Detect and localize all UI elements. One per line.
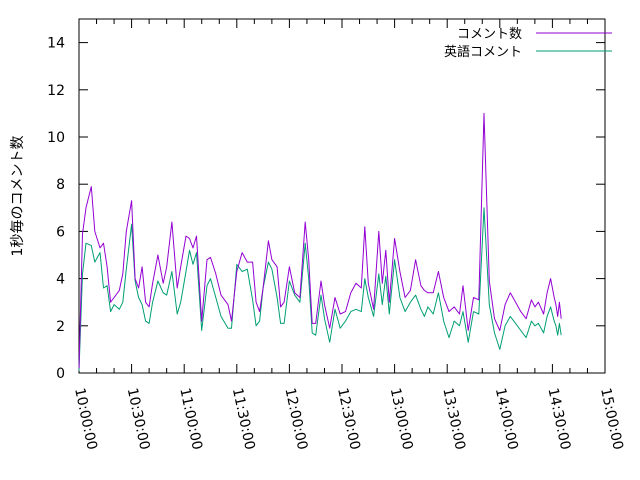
x-tick-label: 15:00:00 <box>597 387 626 452</box>
y-tick-label: 14 <box>47 36 65 52</box>
y-tick-label: 8 <box>56 177 65 193</box>
x-tick-label: 14:30:00 <box>544 387 573 452</box>
x-tick-label: 14:00:00 <box>492 387 521 452</box>
legend-label: 英語コメント <box>444 44 522 60</box>
x-tick-label: 11:00:00 <box>176 387 205 452</box>
x-tick-label: 12:00:00 <box>281 387 310 452</box>
y-tick-label: 0 <box>56 366 65 382</box>
y-tick-label: 4 <box>56 272 65 288</box>
plot-area-frame <box>78 18 606 374</box>
x-tick-label: 13:00:00 <box>387 387 416 452</box>
x-tick-label: 10:00:00 <box>71 387 100 452</box>
x-tick-label: 11:30:00 <box>229 387 258 452</box>
legend-label: コメント数 <box>457 27 522 42</box>
series-line-1 <box>78 207 562 371</box>
x-tick-label: 13:30:00 <box>439 387 468 452</box>
series-lines <box>78 112 562 371</box>
y-axis-ticks: 0 2 4 6 8 10 12 14 <box>47 36 605 382</box>
x-tick-label: 10:30:00 <box>124 387 153 452</box>
y-tick-label: 2 <box>56 319 65 335</box>
x-axis-ticks: 10:00:00 10:30:00 11:00:00 11:30:00 12:00:00… <box>71 19 626 451</box>
y-tick-label: 6 <box>56 224 65 240</box>
x-tick-label: 12:30:00 <box>334 387 363 452</box>
series-line-0 <box>78 112 562 369</box>
y-tick-label: 10 <box>47 130 65 146</box>
y-axis-label: 1秒毎のコメント数 <box>10 136 26 257</box>
y-tick-label: 12 <box>47 83 65 99</box>
